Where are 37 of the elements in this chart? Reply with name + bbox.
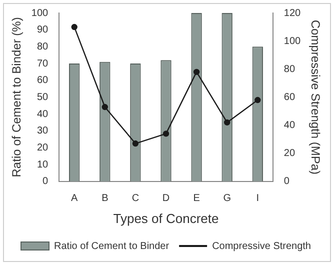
x-tick-label: I bbox=[256, 193, 260, 204]
point bbox=[102, 104, 108, 110]
x-axis-title: Types of Concrete bbox=[113, 210, 219, 226]
y2-tick-label: 0 bbox=[284, 176, 290, 188]
legend-label: Compressive Strength bbox=[212, 240, 311, 252]
y-tick-label: 50 bbox=[36, 92, 49, 103]
x-tick-label: B bbox=[102, 193, 109, 204]
y-tick-label: 90 bbox=[36, 24, 49, 36]
point bbox=[162, 130, 170, 137]
x-tick-label: D bbox=[162, 193, 170, 204]
y-tick-label: 100 bbox=[31, 8, 49, 19]
y-tick-label: 70 bbox=[36, 58, 49, 70]
y-tick-label: 30 bbox=[36, 126, 49, 137]
y2-tick-label: 20 bbox=[284, 148, 296, 160]
y2-tick-label: 100 bbox=[284, 36, 302, 47]
y-tick-label: 20 bbox=[36, 142, 49, 154]
y-tick-label: 10 bbox=[36, 159, 49, 170]
y-tick-label: 40 bbox=[36, 108, 49, 120]
legend-label: Ratio of Cement to Binder bbox=[54, 240, 170, 252]
point bbox=[132, 140, 139, 147]
point bbox=[224, 119, 230, 126]
x-tick-label: E bbox=[193, 193, 200, 204]
y2-tick-label: 60 bbox=[284, 92, 296, 103]
y2-tick-label: 120 bbox=[284, 8, 302, 19]
y2-tick-label: 40 bbox=[284, 120, 296, 132]
x-tick-label: G bbox=[223, 193, 232, 204]
y2-axis-title: Compressive Strength (MPa) bbox=[308, 20, 322, 175]
y-tick-label: 60 bbox=[36, 75, 49, 86]
y-tick-label: 80 bbox=[36, 41, 49, 52]
y2-tick-label: 80 bbox=[284, 64, 296, 75]
point bbox=[254, 96, 261, 104]
point bbox=[71, 24, 78, 30]
x-tick-label: A bbox=[71, 193, 78, 204]
point bbox=[193, 68, 200, 76]
y-axis-title: Ratio of Cement to Binder (%) bbox=[10, 17, 24, 178]
y-tick-label: 0 bbox=[42, 176, 49, 188]
x-tick-label: C bbox=[132, 193, 140, 204]
